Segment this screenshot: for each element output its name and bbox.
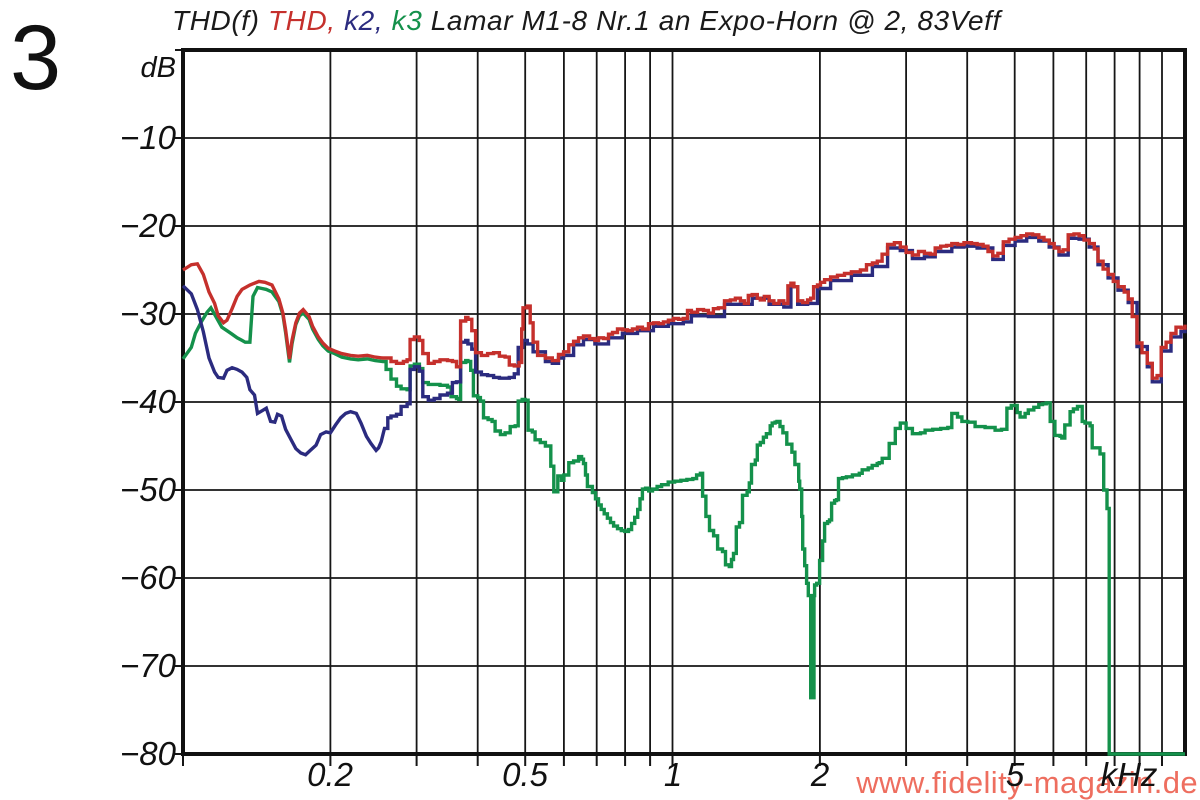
page-number: 3 — [10, 7, 62, 109]
y-tick-label--40: −40 — [120, 383, 176, 420]
y-tick-label--50: −50 — [120, 471, 176, 508]
x-tick-label-2: 2 — [810, 756, 830, 793]
x-axis-unit: kHz — [1100, 756, 1158, 793]
curve-THD — [182, 232, 1187, 380]
x-tick-label-0.5: 0.5 — [502, 756, 548, 793]
y-tick-label--70: −70 — [120, 647, 176, 684]
title-segment-3: k3 — [391, 5, 431, 36]
curve-k2 — [181, 235, 1187, 457]
title-segment-4: Lamar M1-8 Nr.1 an Expo-Horn @ 2, 83Veff — [430, 5, 1001, 36]
x-tick-label-5: 5 — [1005, 756, 1025, 793]
y-tick-label--30: −30 — [120, 295, 176, 332]
x-tick-label-1: 1 — [663, 756, 683, 793]
y-tick-label--60: −60 — [120, 559, 176, 596]
y-tick-label--10: −10 — [120, 119, 176, 156]
watermark-link: www.fidelity-magazin.de — [856, 765, 1198, 800]
chart-title: THD(f) THD, k2, k3 Lamar M1-8 Nr.1 an Ex… — [172, 5, 1001, 37]
title-segment-0: THD(f) — [172, 5, 268, 36]
y-tick-label--20: −20 — [120, 207, 176, 244]
curve-k3 — [181, 285, 1185, 756]
title-segment-2: k2, — [344, 5, 392, 36]
title-segment-1: THD, — [267, 5, 345, 36]
y-tick-label--80: −80 — [120, 735, 176, 772]
x-tick-label-0.2: 0.2 — [307, 756, 353, 793]
y-axis-unit: dB — [140, 52, 176, 84]
plot-border — [181, 48, 1187, 756]
